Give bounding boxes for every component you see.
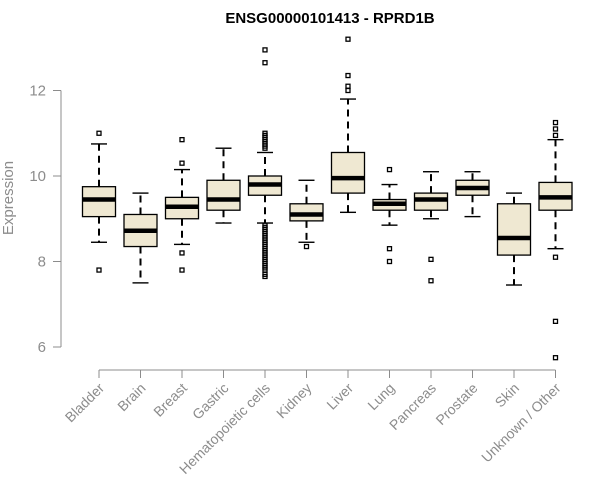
x-tick-label: Skin [492,380,523,411]
x-tick-label: Kidney [273,380,315,422]
outlier-point [552,355,559,361]
outlier-point [262,145,268,151]
y-tick-label: 12 [29,83,46,100]
outlier-point [552,254,559,260]
box-group [81,130,117,273]
y-tick-label: 6 [38,339,46,356]
box [496,203,532,256]
outlier-point [552,132,559,139]
box-group [289,179,324,250]
outlier-point [552,119,559,126]
y-axis: 6 8 10 12 [29,83,62,356]
box-group [123,192,158,284]
outlier-point [386,246,393,252]
outlier-point [96,130,102,136]
x-tick-label: Unknown / Other [478,380,564,466]
outlier-point [262,273,268,280]
x-tick-label: Lung [364,380,397,413]
x-tick-label: Bladder [62,380,108,426]
box-group [247,47,283,280]
box [330,151,366,194]
x-tick-label: Prostate [432,380,480,428]
outlier-point [303,243,310,250]
y-axis-label: Expression [0,161,17,235]
x-tick-label: Liver [323,380,356,413]
outlier-point [345,72,351,79]
outlier-point [345,83,351,89]
outlier-point [179,267,185,273]
box-group [330,36,366,214]
outlier-point [262,47,268,53]
outlier-point [552,126,559,132]
outlier-point [262,60,268,66]
outlier-point [345,36,351,42]
outlier-point [179,137,185,143]
x-tick-label: Breast [150,380,190,420]
chart-title: ENSG00000101413 - RPRD1B [225,10,434,27]
y-tick-label: 8 [38,254,46,271]
outlier-point [179,160,185,166]
outlier-point [552,318,559,325]
outlier-point [386,166,393,173]
boxes-layer [81,36,573,361]
box-group [413,171,449,284]
x-tick-label: Brain [114,380,148,414]
outlier-point [345,87,351,94]
box-group [538,119,573,361]
box-group [372,166,407,265]
box-group [164,137,200,273]
box-group [496,192,532,286]
box-group [206,147,241,224]
outlier-point [386,258,393,265]
outlier-point [96,267,102,273]
outlier-point [428,278,434,284]
box [206,179,241,211]
box-group [455,171,490,218]
outlier-point [428,256,434,263]
outlier-point [179,250,185,256]
y-tick-label: 10 [29,168,46,185]
